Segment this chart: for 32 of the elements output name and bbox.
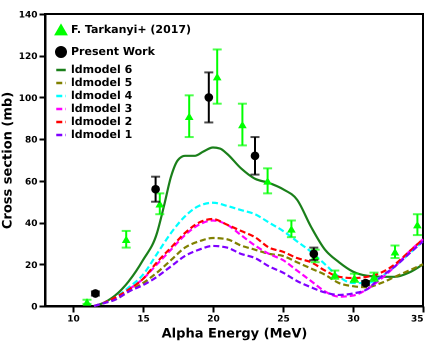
y-tick-label: 20 xyxy=(24,260,38,271)
x-tick-label: 20 xyxy=(207,314,220,324)
legend-label: ldmodel 5 xyxy=(71,76,132,89)
y-tick-label: 0 xyxy=(31,302,38,312)
legend-label: F. Tarkanyi+ (2017) xyxy=(71,23,192,36)
y-tick-label: 80 xyxy=(24,136,38,146)
legend-label: ldmodel 1 xyxy=(71,128,132,141)
y-tick-label: 140 xyxy=(18,10,38,20)
y-tick-label: 100 xyxy=(18,94,38,104)
point xyxy=(151,184,160,194)
point xyxy=(309,250,318,258)
x-tick-label: 10 xyxy=(67,314,80,324)
point xyxy=(122,236,131,244)
y-tick-label: 60 xyxy=(24,177,38,188)
y-tick-label: 120 xyxy=(18,52,38,62)
legend-label: Present Work xyxy=(71,45,156,58)
y-tick-label: 40 xyxy=(24,219,38,230)
x-tick-label: 15 xyxy=(137,314,150,324)
legend-label: ldmodel 6 xyxy=(71,63,133,76)
point xyxy=(155,200,164,208)
point xyxy=(287,225,296,233)
x-axis-title: Alpha Energy (MeV) xyxy=(162,326,308,342)
legend-label: ldmodel 4 xyxy=(71,89,133,102)
x-tick-label: 35 xyxy=(410,314,424,324)
point xyxy=(250,152,260,160)
point xyxy=(204,93,214,102)
y-axis-title: Cross section (mb) xyxy=(0,92,16,230)
legend-label: ldmodel 3 xyxy=(71,102,132,115)
x-tick-label: 30 xyxy=(347,314,360,324)
legend-label: ldmodel 2 xyxy=(71,115,132,128)
point xyxy=(263,177,272,185)
x-tick-label: 25 xyxy=(277,314,290,324)
